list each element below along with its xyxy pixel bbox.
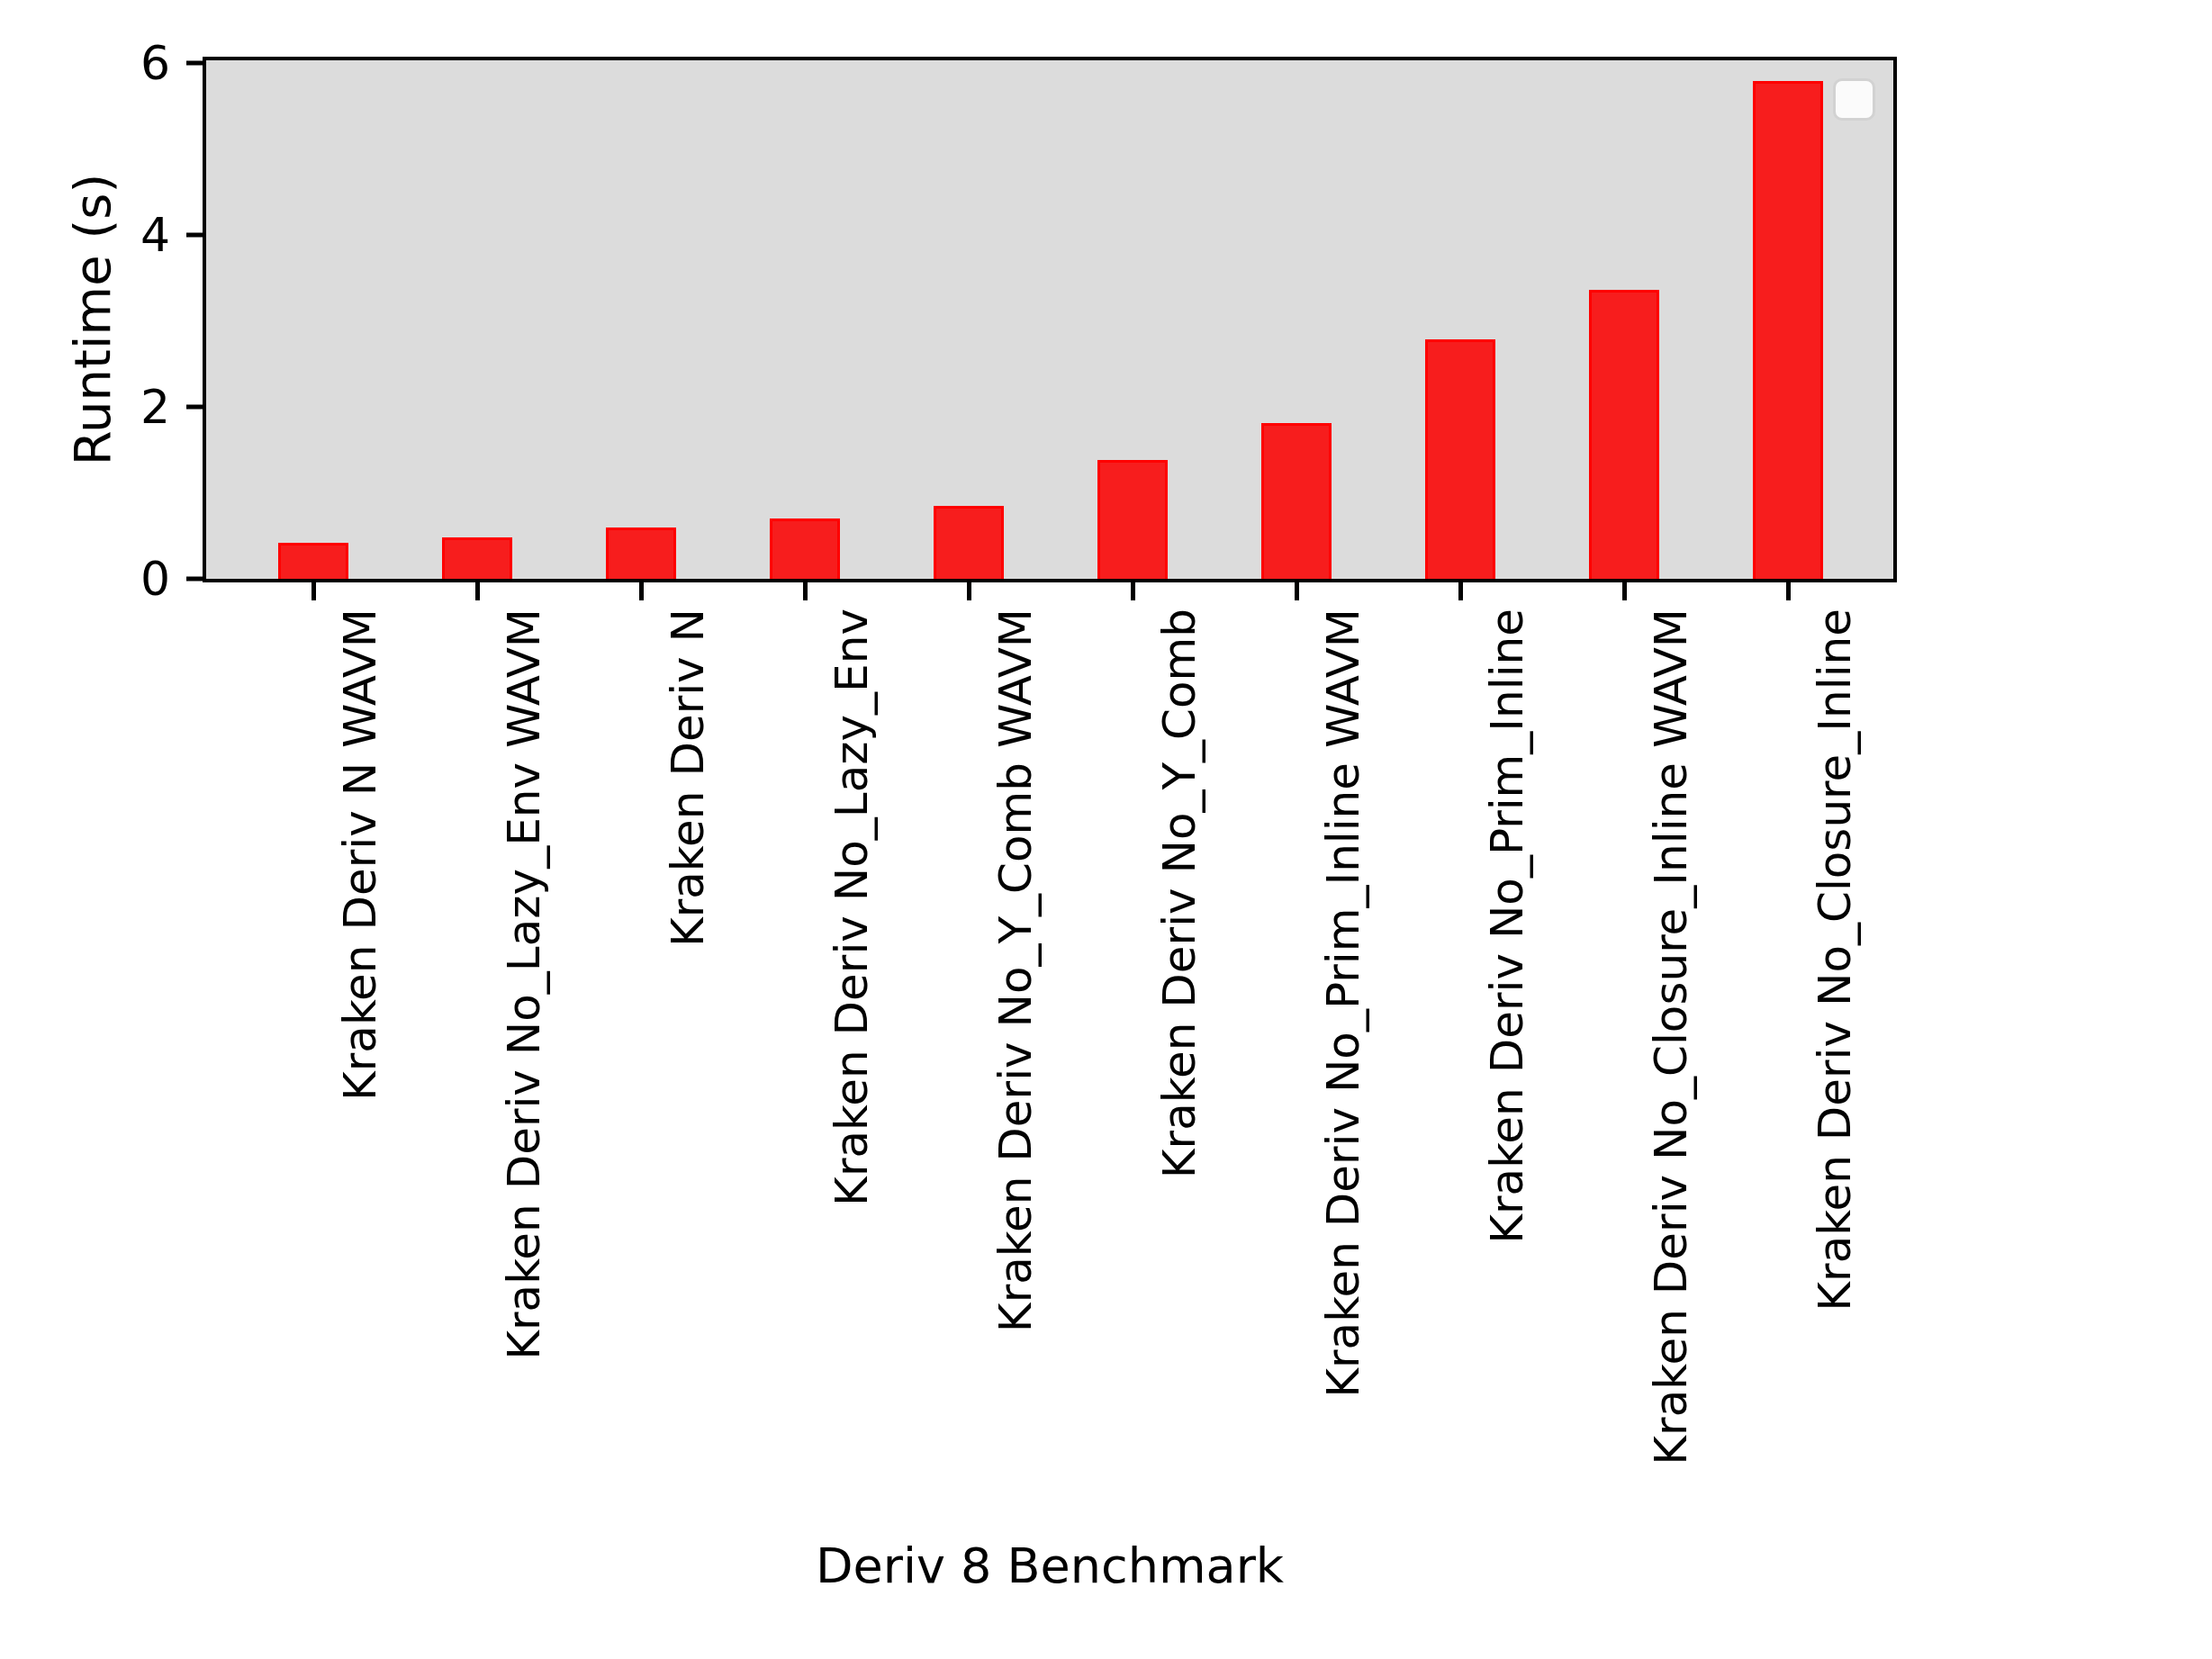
x-tick-mark: [1131, 582, 1135, 600]
x-tick-mark: [475, 582, 480, 600]
x-tick-label-1: Kraken Deriv No_Lazy_Env WAVM: [501, 609, 547, 1360]
bar-0: [278, 543, 348, 579]
x-tick-label-5: Kraken Deriv No_Y_Comb: [1156, 609, 1203, 1178]
y-tick-mark: [186, 232, 206, 237]
x-tick-labels: Kraken Deriv N WAVM Kraken Deriv No_Lazy_…: [203, 609, 1897, 1572]
x-tick-mark: [1458, 582, 1463, 600]
plot-area: 0246: [203, 57, 1897, 582]
legend-box: [1833, 78, 1875, 121]
bar-8: [1589, 290, 1659, 579]
x-tick-label-7: Kraken Deriv No_Prim_Inline: [1484, 609, 1530, 1244]
x-tick-label-6: Kraken Deriv No_Prim_Inline WAVM: [1320, 609, 1367, 1398]
x-tick-mark: [1786, 582, 1791, 600]
x-tick-mark: [967, 582, 971, 600]
x-tick-mark: [311, 582, 316, 600]
y-tick-mark: [186, 60, 206, 65]
x-tick-mark: [803, 582, 808, 600]
x-axis-title: Deriv 8 Benchmark: [816, 1537, 1284, 1594]
bar-5: [1097, 460, 1168, 579]
bar-2: [606, 527, 676, 579]
x-tick-mark: [1295, 582, 1299, 600]
bar-3: [770, 518, 840, 579]
figure: Runtime (s) 0246 Kraken Deriv N WAVMKrak…: [0, 0, 2212, 1659]
y-tick-label: 4: [140, 212, 170, 258]
bar-1: [442, 537, 512, 579]
x-tick-label-8: Kraken Deriv No_Closure_Inline WAVM: [1648, 609, 1694, 1465]
y-tick-label: 2: [140, 383, 170, 430]
x-tick-label-2: Kraken Deriv N: [664, 609, 711, 947]
y-tick-mark: [186, 577, 206, 582]
x-tick-mark: [1622, 582, 1627, 600]
x-tick-label-3: Kraken Deriv No_Lazy_Env: [828, 609, 875, 1206]
y-tick-label: 0: [140, 555, 170, 602]
bar-9: [1753, 81, 1823, 579]
x-tick-label-0: Kraken Deriv N WAVM: [337, 609, 384, 1101]
x-tick-label-4: Kraken Deriv No_Y_Comb WAVM: [992, 609, 1039, 1332]
x-tick-mark: [639, 582, 644, 600]
x-tick-label-9: Kraken Deriv No_Closure_Inline: [1811, 609, 1858, 1312]
y-axis-title: Runtime (s): [63, 174, 122, 466]
bar-6: [1261, 423, 1332, 579]
bar-7: [1425, 339, 1495, 580]
y-tick-mark: [186, 404, 206, 409]
y-tick-label: 6: [140, 40, 170, 86]
bar-4: [934, 506, 1004, 579]
